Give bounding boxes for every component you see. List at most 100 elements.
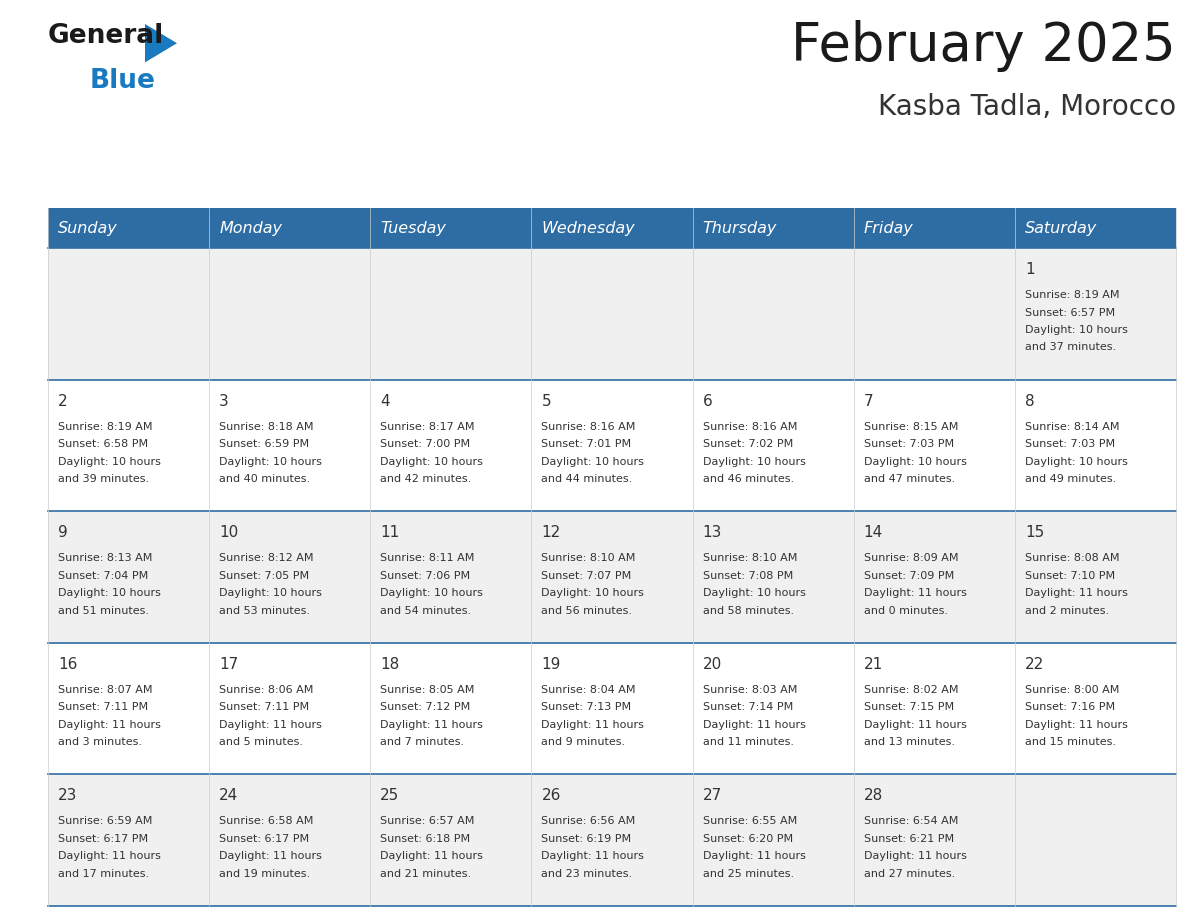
- Text: 26: 26: [542, 789, 561, 803]
- Text: Kasba Tadla, Morocco: Kasba Tadla, Morocco: [878, 93, 1176, 121]
- Text: 20: 20: [702, 656, 722, 672]
- Text: and 23 minutes.: and 23 minutes.: [542, 869, 632, 879]
- Polygon shape: [145, 24, 177, 62]
- Text: Sunset: 7:07 PM: Sunset: 7:07 PM: [542, 571, 632, 581]
- Text: Monday: Monday: [219, 220, 282, 236]
- Text: Sunrise: 8:19 AM: Sunrise: 8:19 AM: [58, 421, 152, 431]
- Text: and 40 minutes.: and 40 minutes.: [219, 474, 310, 484]
- Text: Sunset: 7:06 PM: Sunset: 7:06 PM: [380, 571, 470, 581]
- Text: Sunset: 7:13 PM: Sunset: 7:13 PM: [542, 702, 632, 712]
- Text: Sunset: 6:17 PM: Sunset: 6:17 PM: [58, 834, 148, 844]
- Text: and 44 minutes.: and 44 minutes.: [542, 474, 633, 484]
- Text: Tuesday: Tuesday: [380, 220, 447, 236]
- Text: Sunrise: 8:11 AM: Sunrise: 8:11 AM: [380, 554, 475, 564]
- Text: Sunrise: 8:16 AM: Sunrise: 8:16 AM: [542, 421, 636, 431]
- Text: Sunset: 6:57 PM: Sunset: 6:57 PM: [1025, 308, 1116, 318]
- Text: Sunrise: 8:19 AM: Sunrise: 8:19 AM: [1025, 290, 1119, 300]
- Text: and 3 minutes.: and 3 minutes.: [58, 737, 143, 747]
- Text: Sunrise: 8:08 AM: Sunrise: 8:08 AM: [1025, 554, 1119, 564]
- Text: and 42 minutes.: and 42 minutes.: [380, 474, 472, 484]
- Text: Daylight: 10 hours: Daylight: 10 hours: [219, 588, 322, 599]
- Text: and 0 minutes.: and 0 minutes.: [864, 606, 948, 616]
- Text: Wednesday: Wednesday: [542, 220, 636, 236]
- Text: Thursday: Thursday: [702, 220, 777, 236]
- Text: Daylight: 11 hours: Daylight: 11 hours: [219, 720, 322, 730]
- Text: Sunrise: 8:04 AM: Sunrise: 8:04 AM: [542, 685, 636, 695]
- Text: February 2025: February 2025: [791, 20, 1176, 72]
- Text: Daylight: 11 hours: Daylight: 11 hours: [1025, 720, 1127, 730]
- Text: 27: 27: [702, 789, 722, 803]
- Text: Sunset: 7:00 PM: Sunset: 7:00 PM: [380, 439, 470, 449]
- Text: Sunset: 6:58 PM: Sunset: 6:58 PM: [58, 439, 148, 449]
- Text: and 13 minutes.: and 13 minutes.: [864, 737, 955, 747]
- Text: Daylight: 10 hours: Daylight: 10 hours: [1025, 325, 1127, 335]
- Text: and 5 minutes.: and 5 minutes.: [219, 737, 303, 747]
- Text: Sunrise: 8:17 AM: Sunrise: 8:17 AM: [380, 421, 475, 431]
- Bar: [531, 208, 693, 248]
- Text: Sunrise: 8:06 AM: Sunrise: 8:06 AM: [219, 685, 314, 695]
- Text: Sunrise: 8:03 AM: Sunrise: 8:03 AM: [702, 685, 797, 695]
- Bar: [48, 208, 209, 248]
- Text: Saturday: Saturday: [1025, 220, 1097, 236]
- Text: and 53 minutes.: and 53 minutes.: [219, 606, 310, 616]
- Text: Daylight: 10 hours: Daylight: 10 hours: [1025, 456, 1127, 466]
- Text: 6: 6: [702, 394, 713, 409]
- Text: 10: 10: [219, 525, 239, 540]
- Text: Sunrise: 8:02 AM: Sunrise: 8:02 AM: [864, 685, 959, 695]
- Text: Sunset: 7:03 PM: Sunset: 7:03 PM: [864, 439, 954, 449]
- Text: Daylight: 11 hours: Daylight: 11 hours: [219, 851, 322, 861]
- Text: and 47 minutes.: and 47 minutes.: [864, 474, 955, 484]
- Text: Daylight: 11 hours: Daylight: 11 hours: [864, 720, 967, 730]
- Text: Daylight: 10 hours: Daylight: 10 hours: [542, 588, 644, 599]
- Text: 18: 18: [380, 656, 399, 672]
- Text: 11: 11: [380, 525, 399, 540]
- Text: General: General: [48, 23, 164, 49]
- Text: Sunrise: 8:10 AM: Sunrise: 8:10 AM: [702, 554, 797, 564]
- Text: and 46 minutes.: and 46 minutes.: [702, 474, 794, 484]
- Text: Daylight: 11 hours: Daylight: 11 hours: [864, 851, 967, 861]
- Text: Daylight: 11 hours: Daylight: 11 hours: [542, 851, 644, 861]
- Text: and 56 minutes.: and 56 minutes.: [542, 606, 632, 616]
- Text: Sunrise: 8:05 AM: Sunrise: 8:05 AM: [380, 685, 475, 695]
- Text: Sunrise: 8:00 AM: Sunrise: 8:00 AM: [1025, 685, 1119, 695]
- Text: Sunrise: 8:15 AM: Sunrise: 8:15 AM: [864, 421, 958, 431]
- Text: Sunset: 7:01 PM: Sunset: 7:01 PM: [542, 439, 632, 449]
- Text: 4: 4: [380, 394, 390, 409]
- Text: and 25 minutes.: and 25 minutes.: [702, 869, 794, 879]
- Text: Sunset: 6:18 PM: Sunset: 6:18 PM: [380, 834, 470, 844]
- Text: and 2 minutes.: and 2 minutes.: [1025, 606, 1108, 616]
- Text: Sunrise: 8:12 AM: Sunrise: 8:12 AM: [219, 554, 314, 564]
- Text: 13: 13: [702, 525, 722, 540]
- Text: Daylight: 10 hours: Daylight: 10 hours: [219, 456, 322, 466]
- Text: 23: 23: [58, 789, 77, 803]
- Text: Sunset: 7:14 PM: Sunset: 7:14 PM: [702, 702, 792, 712]
- Bar: [854, 208, 1015, 248]
- Bar: [371, 208, 531, 248]
- Text: Sunset: 7:16 PM: Sunset: 7:16 PM: [1025, 702, 1116, 712]
- Text: Sunrise: 6:58 AM: Sunrise: 6:58 AM: [219, 816, 314, 826]
- Text: Sunset: 7:12 PM: Sunset: 7:12 PM: [380, 702, 470, 712]
- Text: Daylight: 11 hours: Daylight: 11 hours: [58, 720, 160, 730]
- Bar: [693, 208, 854, 248]
- Text: 22: 22: [1025, 656, 1044, 672]
- Text: Daylight: 11 hours: Daylight: 11 hours: [58, 851, 160, 861]
- Text: Sunrise: 8:18 AM: Sunrise: 8:18 AM: [219, 421, 314, 431]
- Text: and 9 minutes.: and 9 minutes.: [542, 737, 626, 747]
- Text: Sunset: 7:03 PM: Sunset: 7:03 PM: [1025, 439, 1116, 449]
- Text: and 19 minutes.: and 19 minutes.: [219, 869, 310, 879]
- Bar: [209, 208, 371, 248]
- Text: Daylight: 11 hours: Daylight: 11 hours: [542, 720, 644, 730]
- Text: Sunset: 6:20 PM: Sunset: 6:20 PM: [702, 834, 792, 844]
- Text: 7: 7: [864, 394, 873, 409]
- Text: Sunrise: 8:09 AM: Sunrise: 8:09 AM: [864, 554, 959, 564]
- Text: 24: 24: [219, 789, 239, 803]
- Text: Daylight: 10 hours: Daylight: 10 hours: [542, 456, 644, 466]
- Text: Daylight: 10 hours: Daylight: 10 hours: [864, 456, 967, 466]
- Text: and 27 minutes.: and 27 minutes.: [864, 869, 955, 879]
- Bar: [48, 248, 1176, 380]
- Text: Daylight: 10 hours: Daylight: 10 hours: [702, 456, 805, 466]
- Text: Daylight: 11 hours: Daylight: 11 hours: [702, 851, 805, 861]
- Text: Sunset: 7:04 PM: Sunset: 7:04 PM: [58, 571, 148, 581]
- Text: 16: 16: [58, 656, 77, 672]
- Text: 15: 15: [1025, 525, 1044, 540]
